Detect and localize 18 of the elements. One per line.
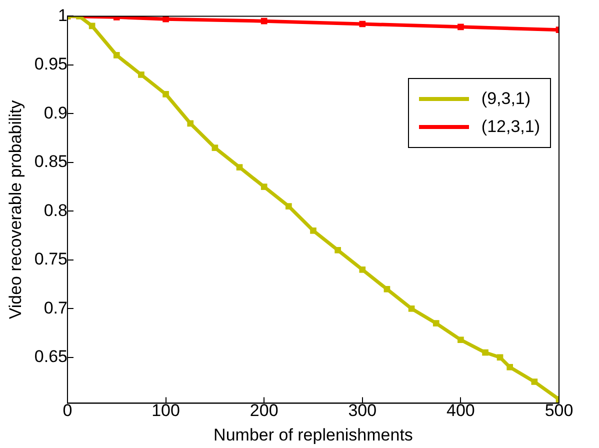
y-tick-label: 0.9 (44, 103, 68, 122)
y-tick-label: 0.8 (44, 200, 68, 220)
y-tick-label: 1 (58, 6, 68, 25)
x-tick-label: 500 (544, 401, 574, 420)
y-tick-label: 0.65 (34, 347, 68, 366)
x-tick-label: 200 (250, 401, 278, 420)
y-tick-label: 0.7 (44, 298, 68, 318)
x-axis-title: Number of replenishments (214, 425, 413, 444)
x-tick-label: 400 (446, 401, 475, 420)
x-tick-label: 100 (152, 401, 180, 420)
x-tick-label: 0 (62, 401, 72, 420)
legend-label: (12,3,1) (481, 117, 540, 137)
x-tick-label: 300 (348, 401, 377, 420)
legend-label: (9,3,1) (481, 89, 531, 109)
y-axis-title: Video recoverable probability (6, 100, 25, 320)
y-tick-label: 0.85 (34, 152, 68, 172)
y-tick-label: 0.95 (34, 54, 68, 74)
y-tick-label: 0.75 (34, 250, 68, 269)
